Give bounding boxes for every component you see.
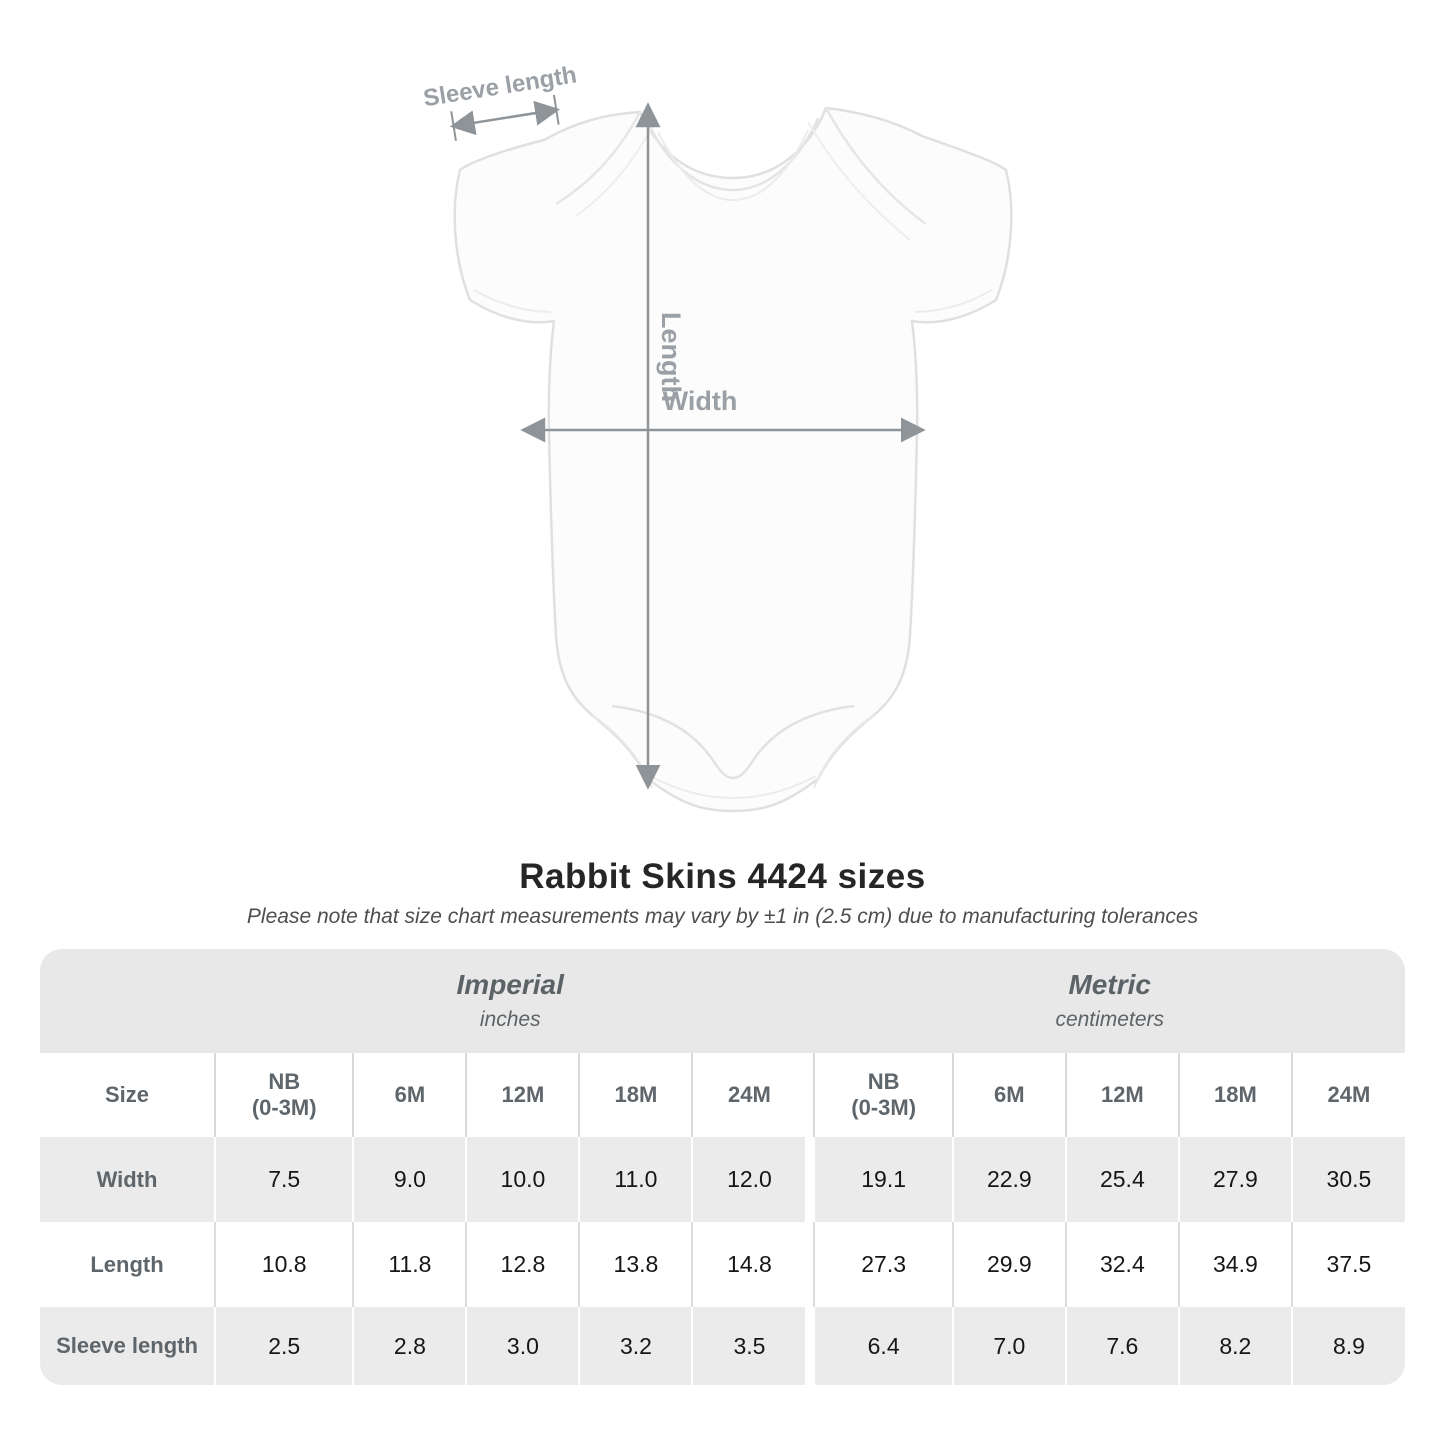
col-header-12m-imperial: 12M [465,1053,580,1137]
cell: 8.9 [1290,1307,1405,1385]
cell: 37.5 [1290,1222,1405,1307]
col-header-24m-metric: 24M [1290,1053,1405,1137]
imperial-group-header: Imperial inches [215,949,806,1053]
cell: 6.4 [813,1307,953,1385]
cell: 10.0 [465,1137,580,1222]
row-label-length: Length [40,1222,216,1307]
cell: 10.8 [214,1222,354,1307]
bodysuit-illustration: Width Length Sleeve length [421,61,1013,813]
cell: 27.3 [813,1222,953,1307]
group-gap [805,949,815,1053]
col-header-6m-metric: 6M [951,1053,1066,1137]
cell: 7.0 [951,1307,1066,1385]
col-header-nb-metric: NB (0-3M) [813,1053,953,1137]
size-header-row: Size NB (0-3M) 6M 12M 18M 24M NB (0-3M) … [40,1053,1405,1137]
band-corner [40,949,216,1053]
cell: 14.8 [691,1222,806,1307]
cell: 7.5 [214,1137,354,1222]
cell: 30.5 [1290,1137,1405,1222]
measurement-annotations [449,94,926,790]
cell: 12.8 [465,1222,580,1307]
cell: 12.0 [691,1137,806,1222]
size-header: Size [104,1082,150,1107]
row-label-width: Width [40,1137,216,1222]
cell: 19.1 [813,1137,953,1222]
group-gap [805,1222,815,1307]
sleeve-length-arrow [449,94,561,142]
onesie-shape [453,106,1013,813]
col-header-12m-metric: 12M [1064,1053,1179,1137]
cell: 25.4 [1064,1137,1179,1222]
cell: 7.6 [1064,1307,1179,1385]
cell: 22.9 [951,1137,1066,1222]
metric-group-header: Metric centimeters [814,949,1405,1053]
cell: 27.9 [1177,1137,1292,1222]
imperial-unit: inches [479,1008,541,1031]
bodysuit-measurement-diagram: Width Length Sleeve length [421,61,1013,813]
cell: 2.8 [352,1307,467,1385]
row-label-sleeve-length: Sleeve length [40,1307,216,1385]
unit-group-header-row: Imperial inches Metric centimeters [40,949,1405,1053]
cell: 8.2 [1177,1307,1292,1385]
cell: 11.0 [578,1137,693,1222]
col-header-18m-imperial: 18M [578,1053,693,1137]
width-label: Width [663,386,738,416]
table-row-width: Width 7.5 9.0 10.0 11.0 12.0 19.1 22.9 2… [40,1137,1405,1222]
group-gap [805,1137,815,1222]
tolerance-note: Please note that size chart measurements… [246,905,1199,928]
cell: 2.5 [214,1307,354,1385]
cell: 11.8 [352,1222,467,1307]
group-gap [805,1053,815,1137]
cell: 3.5 [691,1307,806,1385]
table-row-length: Length 10.8 11.8 12.8 13.8 14.8 27.3 29.… [40,1222,1405,1307]
size-chart-table: Imperial inches Metric centimeters Size … [40,949,1405,1385]
cell: 13.8 [578,1222,693,1307]
table-row-sleeve-length: Sleeve length 2.5 2.8 3.0 3.2 3.5 6.4 7.… [40,1307,1405,1385]
col-header-24m-imperial: 24M [691,1053,806,1137]
col-header-18m-metric: 18M [1177,1053,1292,1137]
col-header-6m-imperial: 6M [352,1053,467,1137]
metric-unit: centimeters [1055,1008,1164,1031]
cell: 9.0 [352,1137,467,1222]
cell: 32.4 [1064,1222,1179,1307]
col-header-nb-imperial: NB (0-3M) [214,1053,354,1137]
cell: 3.2 [578,1307,693,1385]
cell: 29.9 [951,1222,1066,1307]
cell: 3.0 [465,1307,580,1385]
page-title: Rabbit Skins 4424 sizes [519,857,926,896]
cell: 34.9 [1177,1222,1292,1307]
metric-label: Metric [1068,969,1151,1000]
length-label: Length [656,312,686,402]
group-gap [805,1307,815,1385]
imperial-label: Imperial [456,969,564,1000]
